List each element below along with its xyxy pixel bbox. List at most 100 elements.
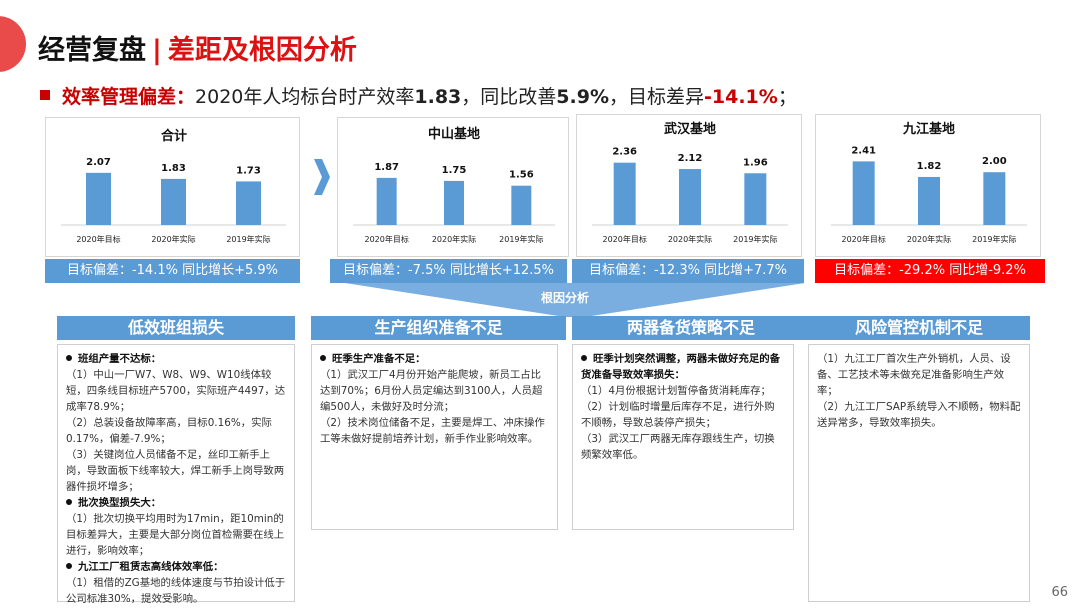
chart-bar [511,185,532,225]
headline-text: 2020年人均标台时产效率 [195,86,415,108]
bullet-dot-icon [66,499,72,505]
chart-wuhan: 武汉基地 2.36 2020年目标 2.12 2020年实际 1.96 2019年实际 [576,114,802,257]
category-bullet-heading-text: 旺季计划突然调整，两器未做好充足的备货准备导致效率损失： [581,353,781,381]
chart-jiujiang: 九江基地 2.41 2020年目标 1.82 2020年实际 2.00 2019年实际 [815,114,1041,257]
chart-title: 中山基地 [428,126,480,142]
bullet-dot-icon [581,355,587,361]
chart-data-label: 2.00 [982,156,1007,167]
chart-zhongshan-svg: 中山基地 1.87 2020年目标 1.75 2020年实际 1.56 2019年实际 [353,126,555,244]
headline-text: ； [777,86,797,108]
title-sub: 差距及根因分析 [167,35,357,66]
category-bullet-heading-text: 旺季生产准备不足： [332,353,426,365]
headline-text: ，目标差异 [608,86,704,108]
chart-bar [744,173,767,225]
gap-tag-total: 目标偏差：-14.1% 同比增长+5.9% [45,259,300,283]
chart-data-label: 1.73 [236,165,261,176]
category-paragraph: （2）九江工厂SAP系统导入不顺畅，物料配送异常多，导致效率损失。 [817,401,1021,429]
gap-tag-wuhan: 目标偏差：-12.3% 同比增+7.7% [572,259,804,283]
chart-tick-label: 2019年实际 [226,234,270,244]
chart-tick-label: 2019年实际 [733,234,777,244]
title-separator: | [152,35,162,66]
bullet-dot-icon [320,355,326,361]
chart-tick-label: 2020年目标 [841,234,885,244]
chart-data-label: 1.96 [743,157,768,168]
category-header-3: 两器备货策略不足 [572,316,810,340]
chart-data-label: 1.87 [374,162,399,173]
gap-tag-jiujiang: 目标偏差：-29.2% 同比增-9.2% [815,259,1045,283]
chart-title: 九江基地 [902,121,955,137]
category-bullet-heading: 旺季生产准备不足： [320,351,549,367]
chart-tick-label: 2020年实际 [668,234,712,244]
page-title: 经营复盘 | 差距及根因分析 [38,28,357,67]
category-paragraph: （3）关键岗位人员储备不足，丝印工新手上岗，导致面板下线率较大，焊工新手上岗导致… [66,449,285,493]
chart-bar [983,172,1006,225]
chart-data-label: 2.41 [851,145,876,156]
chart-total-svg: 合计 2.07 2020年目标 1.83 2020年实际 1.73 2019年实际 [61,128,286,244]
chart-total: 合计 2.07 2020年目标 1.83 2020年实际 1.73 2019年实际 [45,117,300,257]
chart-tick-label: 2020年实际 [907,234,951,244]
chart-tick-label: 2019年实际 [499,234,543,244]
chart-tick-label: 2020年实际 [432,234,476,244]
chart-tick-label: 2019年实际 [972,234,1016,244]
category-paragraph: （1）九江工厂首次生产外销机，人员、设备、工艺技术等未做充足准备影响生产效率； [817,353,1011,397]
category-header-4: 风险管控机制不足 [808,316,1030,340]
bullet-dot-icon [66,355,72,361]
title-main: 经营复盘 [38,35,146,66]
category-paragraph: （3）武汉工厂两器无库存跟线生产，切换频繁效率低。 [581,433,775,461]
chart-data-label: 2.36 [612,147,637,158]
headline-label: 效率管理偏差： [62,86,196,108]
chart-bar [161,178,186,225]
category-paragraph: （1）4月份根据计划暂停备货消耗库存； [581,385,771,397]
chart-tick-label: 2020年目标 [364,234,408,244]
decorative-circle [0,16,26,72]
category-paragraph: （1）中山一厂W7、W8、W9、W10线体较短，四条线目标班产5700，实际班产… [66,369,286,413]
category-text-2: 旺季生产准备不足： （1）武汉工厂4月份开始产能爬坡，新员工占比达到70%；6月份… [311,344,558,530]
category-paragraph: （1）武汉工厂4月份开始产能爬坡，新员工占比达到70%；6月份人员定编达到310… [320,369,543,413]
chart-zhongshan: 中山基地 1.87 2020年目标 1.75 2020年实际 1.56 2019年实际 [337,117,569,257]
chart-bar [444,180,464,225]
chart-bar [852,161,875,225]
category-text-4: （1）九江工厂首次生产外销机，人员、设备、工艺技术等未做充足准备影响生产效率； （… [808,344,1030,602]
root-cause-funnel [345,283,805,317]
chart-tick-label: 2020年目标 [76,234,120,244]
chart-data-label: 1.82 [917,161,942,172]
chart-data-label: 2.12 [678,153,703,164]
bullet-dot-icon [66,563,72,569]
category-bullet-heading: 批次换型损失大： [66,495,286,511]
category-text-3: 旺季计划突然调整，两器未做好充足的备货准备导致效率损失： （1）4月份根据计划暂停… [572,344,794,530]
chart-wuhan-svg: 武汉基地 2.36 2020年目标 2.12 2020年实际 1.96 2019年实际 [592,121,788,244]
chart-bar [918,176,940,225]
category-bullet-heading-text: 批次换型损失大： [78,497,162,509]
chart-bar [679,169,701,225]
chart-data-label: 2.07 [86,157,111,168]
chevron-right-icon [314,159,330,195]
chart-title: 武汉基地 [664,121,716,137]
category-bullet-heading-text: 九江工厂租赁志高线体效率低： [78,561,224,573]
headline-value-efficiency: 1.83 [414,86,462,108]
root-cause-label: 根因分析 [540,291,589,305]
category-paragraph: （1）租借的ZG基地的线体速度与节拍设计低于公司标准30%，提效受影响。 [66,577,286,605]
chart-tick-label: 2020年目标 [602,234,646,244]
chart-title: 合计 [161,128,187,144]
chart-data-label: 1.75 [442,165,467,176]
gap-tag-zhongshan: 目标偏差：-7.5% 同比增长+12.5% [330,259,567,283]
chart-data-label: 1.83 [161,163,186,174]
chart-jiujiang-svg: 九江基地 2.41 2020年目标 1.82 2020年实际 2.00 2019年实际 [831,121,1027,244]
page-number: 66 [1051,585,1068,600]
chart-bar [236,181,261,225]
category-bullet-heading: 旺季计划突然调整，两器未做好充足的备货准备导致效率损失： [581,351,785,383]
headline-value-yoy: 5.9% [556,86,609,108]
category-paragraph: （2）技术岗位储备不足，主要是焊工、冲床操作工等未做好提前培养计划，新手作业影响… [320,417,545,445]
category-paragraph: （2）计划临时增量后库存不足，进行外购不顺畅，导致总装停产损失； [581,401,775,429]
chart-data-label: 1.56 [509,170,534,181]
category-paragraph: （2）总装设备故障率高，目标0.16%，实际0.17%，偏差-7.9%； [66,417,272,445]
category-header-2: 生产组织准备不足 [311,316,566,340]
category-text-1: 班组产量不达标： （1）中山一厂W7、W8、W9、W10线体较短，四条线目标班产5… [57,344,295,605]
category-paragraph: （1）批次切换平均用时为17min，距10min的目标差异大，主要是大部分岗位首… [66,513,285,557]
category-header-1: 低效班组损失 [57,316,295,340]
chart-tick-label: 2020年实际 [151,234,195,244]
chart-bar [376,177,397,225]
headline: 效率管理偏差：2020年人均标台时产效率1.83，同比改善5.9%，目标差异-1… [40,82,797,109]
headline-text: ，同比改善 [461,86,557,108]
category-bullet-heading: 班组产量不达标： [66,351,286,367]
